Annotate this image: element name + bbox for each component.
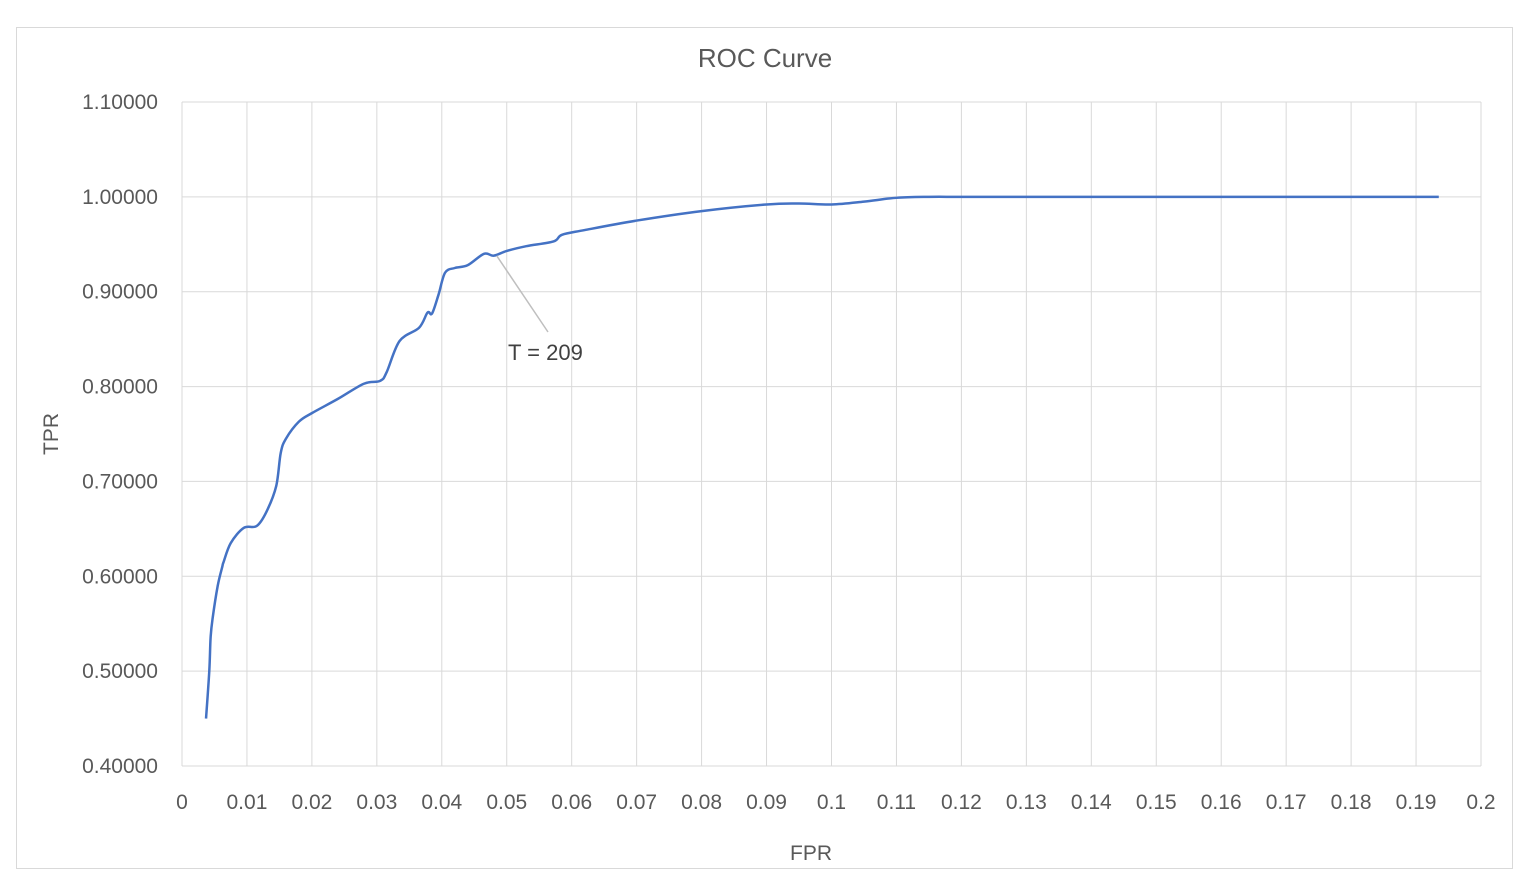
y-tick-label: 1.10000 [82,91,158,114]
y-axis-title: TPR [40,413,63,455]
x-tick-label: 0.14 [1071,791,1112,814]
y-tick-label: 0.60000 [82,565,158,588]
annotation-layer: T = 209 [496,255,583,365]
x-tick-label: 0.12 [941,791,982,814]
x-axis-title: FPR [790,842,832,865]
roc-series-line [204,195,1439,719]
chart-title: ROC Curve [698,43,832,73]
x-tick-label: 0.15 [1136,791,1177,814]
y-tick-label: 0.70000 [82,470,158,493]
y-tick-label: 0.80000 [82,376,158,399]
chart-frame [16,27,1513,869]
x-tick-label: 0.16 [1201,791,1242,814]
x-tick-label: 0.09 [746,791,787,814]
x-tick-label: 0.19 [1396,791,1437,814]
x-tick-label: 0.11 [877,791,916,814]
x-tick-label: 0.08 [681,791,722,814]
x-tick-label: 0.02 [291,791,332,814]
x-tick-label: 0.01 [227,791,268,814]
x-tick-label: 0.07 [616,791,657,814]
x-tick-labels: 0 0.01 0.02 0.03 0.04 0.05 0.06 0.07 0.08 0.09 0.1… [176,791,1495,814]
x-tick-label: 0.2 [1466,791,1495,814]
x-tick-label: 0.03 [356,791,397,814]
x-tick-label: 0.05 [486,791,527,814]
annotation-leader-line [496,255,549,333]
x-tick-label: 0.17 [1266,791,1307,814]
y-tick-label: 0.90000 [82,281,158,304]
annotation-label: T = 209 [508,340,583,365]
x-tick-label: 0.13 [1006,791,1047,814]
y-tick-labels: 0.40000 0.50000 0.60000 0.70000 0.80000 0.900… [82,91,158,778]
x-tick-label: 0.18 [1331,791,1372,814]
series-layer [204,195,1439,719]
x-tick-label: 0.04 [421,791,462,814]
y-tick-label: 0.40000 [82,755,158,778]
y-tick-label: 0.50000 [82,660,158,683]
grid-lines [181,101,1482,767]
x-tick-label: 0.06 [551,791,592,814]
x-tick-label: 0 [176,791,188,814]
y-tick-label: 1.00000 [82,186,158,209]
x-tick-label: 0.1 [817,791,846,814]
